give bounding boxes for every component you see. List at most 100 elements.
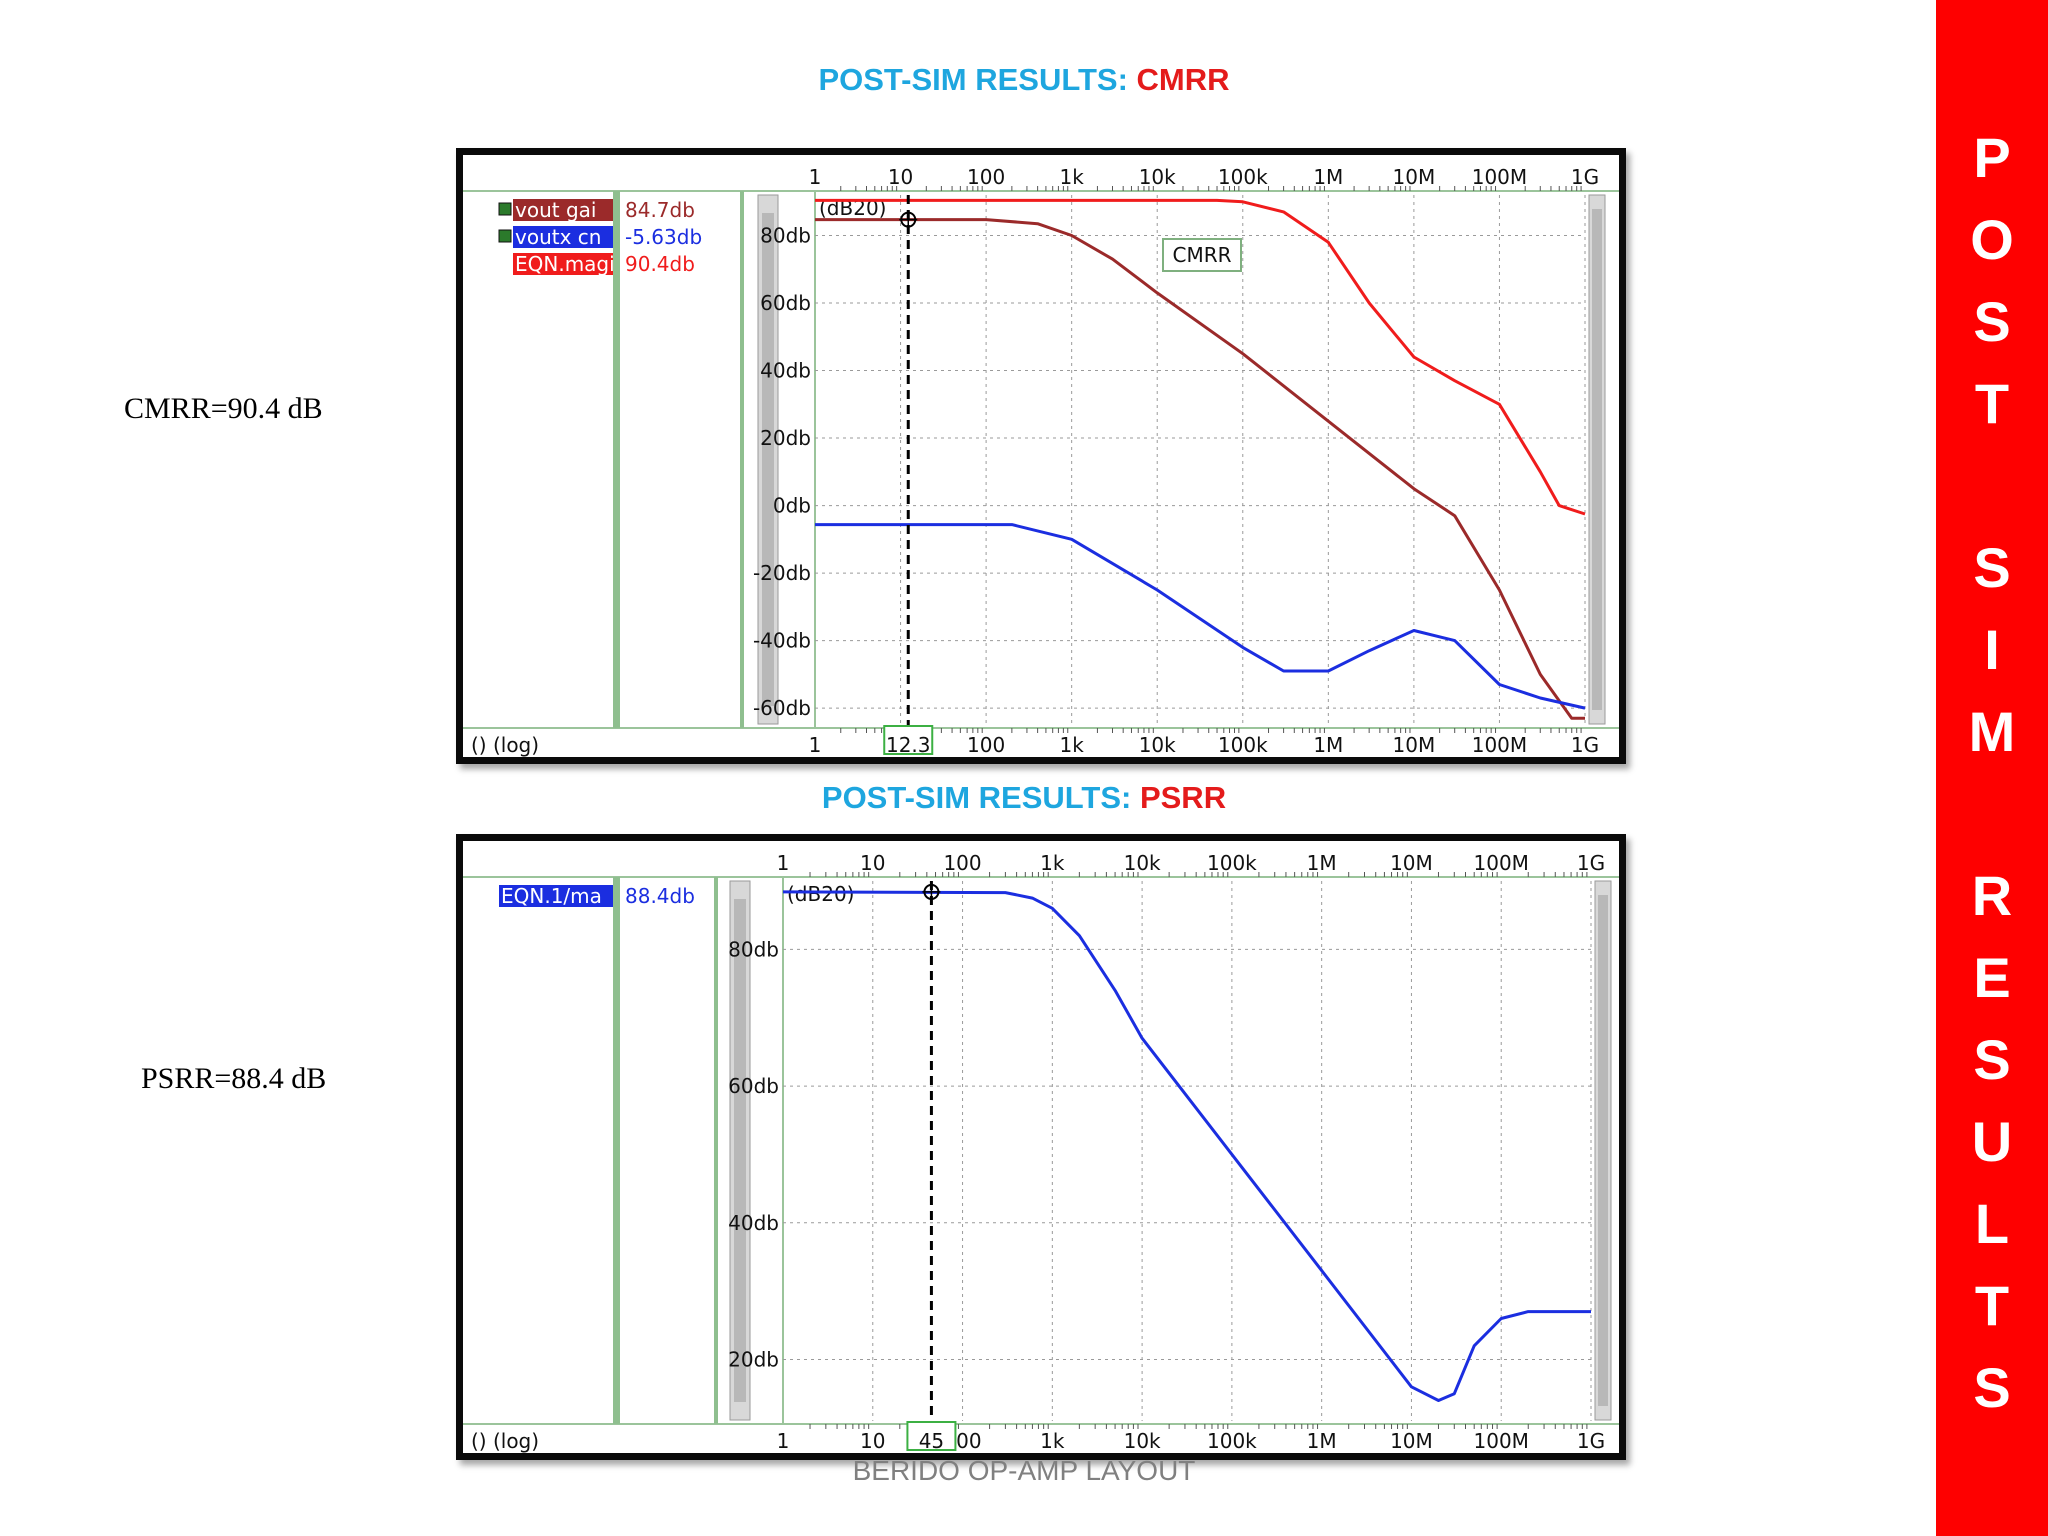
x-axis-scale-label: () (log) bbox=[471, 733, 539, 757]
scrollbar-thumb bbox=[762, 213, 774, 706]
cursor-readout: 45 bbox=[919, 1429, 944, 1453]
x-tick-label-top: 1M bbox=[1307, 851, 1337, 875]
psrr-title-prefix: POST-SIM RESULTS: bbox=[821, 780, 1140, 815]
sidebar-letter: L bbox=[1974, 1192, 2010, 1255]
x-tick-label-bottom: 100k bbox=[1218, 733, 1268, 757]
y-tick-label: 60db bbox=[728, 1074, 779, 1098]
right-scrollbar-thumb bbox=[1592, 209, 1602, 710]
legend-series-value: 84.7db bbox=[625, 198, 695, 222]
series-line-eqn-magi bbox=[815, 198, 1586, 516]
psrr-title-accent: PSRR bbox=[1139, 780, 1227, 815]
x-tick-label-bottom: 100M bbox=[1472, 733, 1527, 757]
x-tick-label-top: 1 bbox=[809, 165, 822, 189]
legend-series-name: vout gai bbox=[515, 198, 596, 222]
x-tick-label-bottom: 10 bbox=[860, 1429, 885, 1453]
y-tick-label: 60db bbox=[760, 291, 811, 315]
y-tick-label: -40db bbox=[753, 629, 811, 653]
x-tick-label-bottom: 100M bbox=[1474, 1429, 1529, 1453]
x-tick-label-top: 100M bbox=[1474, 851, 1529, 875]
legend-visibility-checkbox bbox=[498, 202, 512, 216]
x-tick-label-bottom: 10k bbox=[1139, 733, 1176, 757]
legend-divider bbox=[714, 877, 718, 1424]
legend-series-value: 90.4db bbox=[625, 252, 695, 276]
x-tick-label-bottom: 1M bbox=[1313, 733, 1343, 757]
sidebar-letter: O bbox=[1970, 208, 2014, 271]
cmrr-title-accent: CMRR bbox=[1136, 62, 1230, 97]
legend-divider bbox=[740, 191, 744, 728]
scrollbar-thumb bbox=[734, 899, 746, 1402]
y-tick-label: -60db bbox=[753, 696, 811, 720]
y-tick-label: 80db bbox=[760, 224, 811, 248]
psrr-plot-window: 1 1 10 10 100 100 1k 1k 10k 10k 100k 100k 1M 1M 10M 10M… bbox=[456, 834, 1626, 1460]
psrr-chart: 1110101001001k1k10k10k100k100k1M1M10M10M… bbox=[463, 851, 1619, 1453]
x-tick-label-top: 1G bbox=[1571, 165, 1599, 189]
sidebar-letter: T bbox=[1974, 1274, 2010, 1337]
sidebar-letter: M bbox=[1968, 700, 2016, 763]
y-tick-label: 20db bbox=[760, 426, 811, 450]
sidebar-letter: R bbox=[1971, 864, 2013, 927]
cursor-readout-box bbox=[883, 725, 934, 755]
x-tick-label-bottom: 100k bbox=[1207, 1429, 1257, 1453]
sidebar-letter: S bbox=[1973, 536, 2011, 599]
legend-swatch bbox=[513, 226, 613, 248]
x-tick-label-bottom: 1 bbox=[809, 733, 822, 757]
legend-series-name: voutx cn bbox=[515, 225, 601, 249]
x-tick-label-top: 1M bbox=[1313, 165, 1343, 189]
y-tick-label: 40db bbox=[760, 359, 811, 383]
x-tick-label-top: 10 bbox=[888, 165, 913, 189]
x-tick-label-top: 1 bbox=[777, 851, 790, 875]
cmrr-plot-window: 1110101001001k1k10k10k100k100k1M1M10M10M… bbox=[456, 148, 1626, 764]
legend-divider bbox=[613, 191, 620, 728]
sidebar-letter: S bbox=[1973, 290, 2011, 353]
sidebar-letter: U bbox=[1971, 1110, 2013, 1173]
sidebar-letter: I bbox=[1984, 618, 2000, 681]
x-tick-label-top: 100k bbox=[1218, 165, 1268, 189]
x-tick-label-top: 1k bbox=[1060, 165, 1085, 189]
psrr-title: POST-SIM RESULTS: PSRR bbox=[0, 780, 2048, 816]
legend-series-value: 88.4db bbox=[625, 884, 695, 908]
x-tick-label-top: 10M bbox=[1390, 851, 1433, 875]
annotation-box bbox=[1162, 238, 1242, 272]
y-tick-label: 20db bbox=[728, 1347, 779, 1371]
sidebar-banner: P O S T S I M R E S U L T S bbox=[1936, 0, 2048, 1536]
x-tick-label-top: 1k bbox=[1040, 851, 1065, 875]
series-line-voutx-cn bbox=[815, 523, 1586, 710]
footer-caption: BERIDO OP-AMP LAYOUT bbox=[852, 1455, 1196, 1486]
legend-series-name: EQN.1/ma bbox=[501, 884, 602, 908]
sidebar-letter: S bbox=[1973, 1356, 2011, 1419]
sidebar-letter: P bbox=[1973, 126, 2011, 189]
cmrr-title: POST-SIM RESULTS: CMRR bbox=[0, 62, 2048, 98]
x-tick-label-top: 100 bbox=[967, 165, 1005, 189]
legend-divider bbox=[613, 877, 620, 1424]
x-tick-label-top: 10k bbox=[1124, 851, 1161, 875]
sidebar-letter: S bbox=[1973, 1028, 2011, 1091]
x-tick-label-bottom: 1G bbox=[1577, 1429, 1605, 1453]
series-line-eqn-1-ma bbox=[782, 890, 1591, 1402]
cursor-readout: 12.3 bbox=[886, 733, 931, 757]
y-tick-label: 0db bbox=[773, 494, 811, 518]
y-unit-label: (dB20) bbox=[787, 882, 854, 906]
y-tick-label: 80db bbox=[728, 937, 779, 961]
y-tick-label: 40db bbox=[728, 1211, 779, 1235]
right-scrollbar-thumb bbox=[1598, 895, 1608, 1406]
legend-swatch bbox=[499, 885, 613, 907]
cmrr-chart: 1110101001001k1k10k10k100k100k1M1M10M10M… bbox=[463, 165, 1619, 757]
x-tick-label-bottom: 1G bbox=[1571, 733, 1599, 757]
x-tick-label-bottom: 10M bbox=[1390, 1429, 1433, 1453]
x-tick-label-bottom: 10k bbox=[1124, 1429, 1161, 1453]
x-tick-label-top: 100 bbox=[943, 851, 981, 875]
legend-visibility-checkbox bbox=[498, 229, 512, 243]
x-tick-label-bottom: 1k bbox=[1060, 733, 1085, 757]
x-axis-scale-label: () (log) bbox=[471, 1429, 539, 1453]
x-tick-label-top: 10M bbox=[1393, 165, 1436, 189]
x-tick-label-bottom: 10M bbox=[1393, 733, 1436, 757]
annotation-label: CMRR bbox=[1172, 243, 1231, 267]
series-line-vout-gai bbox=[815, 218, 1585, 720]
x-tick-label-top: 100k bbox=[1207, 851, 1257, 875]
x-tick-label-top: 1G bbox=[1577, 851, 1605, 875]
legend-series-name: EQN.magi bbox=[515, 252, 615, 276]
x-tick-label-bottom: 1k bbox=[1040, 1429, 1065, 1453]
y-tick-label: -20db bbox=[753, 561, 811, 585]
x-tick-label-bottom: 1 bbox=[777, 1429, 790, 1453]
cursor-readout-box bbox=[906, 1421, 957, 1451]
